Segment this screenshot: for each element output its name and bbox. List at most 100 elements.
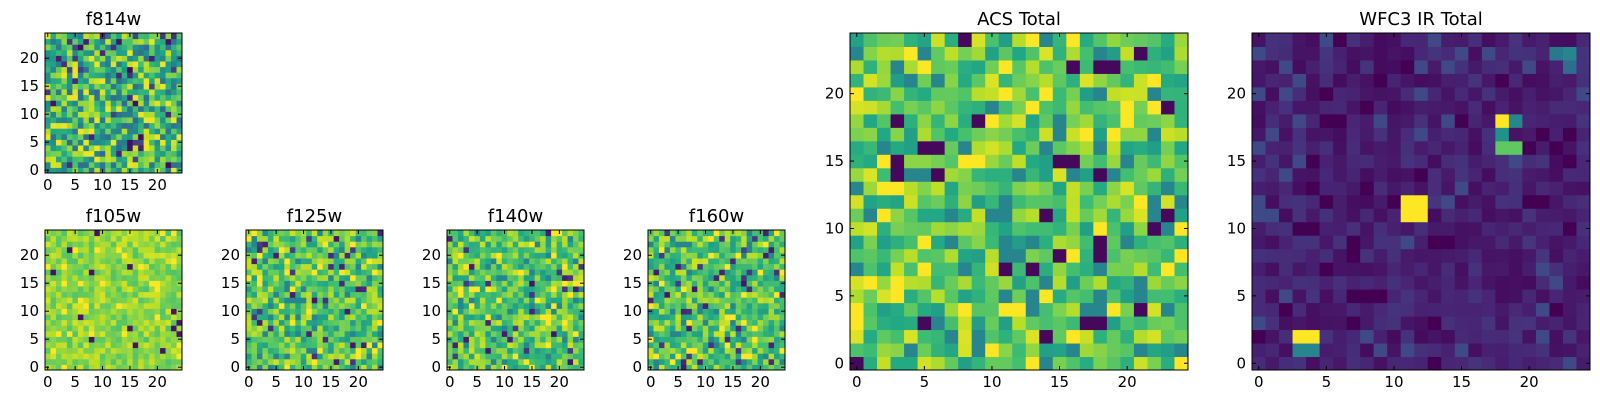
heatmap-cell xyxy=(985,248,1000,263)
heatmap-cell xyxy=(94,353,101,360)
heatmap-cell xyxy=(1120,113,1135,128)
x-tick-label: 5 xyxy=(673,373,683,391)
heatmap-cell xyxy=(267,241,274,248)
heatmap-cell xyxy=(562,308,569,315)
heatmap-cell xyxy=(77,33,84,40)
heatmap-cell xyxy=(333,308,340,315)
heatmap-cell xyxy=(1265,167,1280,182)
heatmap-cell xyxy=(278,280,285,287)
heatmap-cell xyxy=(774,252,781,259)
heatmap-cell xyxy=(83,235,90,242)
heatmap-cell xyxy=(127,117,134,124)
heatmap-cell xyxy=(88,44,95,51)
heatmap-cell xyxy=(160,105,167,112)
heatmap-cell xyxy=(55,145,62,152)
panel-title: f140w xyxy=(488,206,543,227)
heatmap-cell xyxy=(311,342,318,349)
heatmap-cell xyxy=(904,73,919,88)
heatmap-cell xyxy=(1012,343,1027,358)
heatmap-cell xyxy=(143,38,150,45)
heatmap-cell xyxy=(1387,154,1402,169)
heatmap-cell xyxy=(708,274,715,281)
heatmap-cell xyxy=(735,230,742,237)
heatmap-cell xyxy=(116,269,123,276)
heatmap-cell xyxy=(1508,262,1523,277)
heatmap-cell xyxy=(1066,46,1081,61)
heatmap-cell xyxy=(72,319,79,326)
heatmap-cell xyxy=(110,55,117,62)
heatmap-cell xyxy=(1427,100,1442,115)
heatmap-cell xyxy=(127,128,134,135)
heatmap-cell xyxy=(94,72,101,79)
heatmap-cell xyxy=(686,319,693,326)
heatmap-cell xyxy=(686,252,693,259)
heatmap-cell xyxy=(246,347,252,354)
heatmap-cell xyxy=(757,336,764,343)
heatmap-cell xyxy=(496,336,503,343)
heatmap-cell xyxy=(664,241,671,248)
heatmap-cell xyxy=(99,100,106,107)
heatmap-cell xyxy=(99,156,106,163)
heatmap-cell xyxy=(160,286,167,293)
heatmap-cell xyxy=(1160,356,1175,371)
heatmap-cell xyxy=(752,291,759,298)
heatmap-cell xyxy=(774,330,781,337)
heatmap-cell xyxy=(1265,275,1280,290)
heatmap-cell xyxy=(757,319,764,326)
heatmap-cell xyxy=(664,364,671,371)
heatmap-cell xyxy=(83,319,90,326)
heatmap-cell xyxy=(256,280,263,287)
heatmap-cell xyxy=(284,319,291,326)
heatmap-cell xyxy=(251,286,258,293)
heatmap-cell xyxy=(72,94,79,101)
heatmap-cell xyxy=(372,336,379,343)
heatmap-cell xyxy=(110,230,117,237)
heatmap-cell xyxy=(485,263,492,270)
heatmap-cell xyxy=(463,342,470,349)
heatmap-cell xyxy=(132,77,139,84)
heatmap-cell xyxy=(121,291,128,298)
heatmap-cell xyxy=(116,235,123,242)
heatmap-cell xyxy=(88,297,95,304)
heatmap-cell xyxy=(105,291,112,298)
heatmap-cell xyxy=(702,342,709,349)
heatmap-cell xyxy=(116,66,123,73)
heatmap-cell xyxy=(45,325,51,332)
heatmap-cell xyxy=(289,252,296,259)
heatmap-cell xyxy=(578,302,585,309)
heatmap-cell xyxy=(562,358,569,365)
heatmap-cell xyxy=(1066,194,1081,209)
heatmap-cell xyxy=(567,314,574,321)
heatmap-cell xyxy=(333,274,340,281)
heatmap-cell xyxy=(523,336,530,343)
heatmap-cell xyxy=(1495,33,1510,47)
heatmap-cell xyxy=(490,330,497,337)
heatmap-cell xyxy=(1106,113,1121,128)
heatmap-cell xyxy=(88,241,95,248)
heatmap-cell xyxy=(55,77,62,84)
heatmap-cell xyxy=(66,111,73,118)
heatmap-cell xyxy=(1468,46,1483,61)
heatmap-cell xyxy=(1346,140,1361,155)
heatmap-cell xyxy=(1039,248,1054,263)
heatmap-cell xyxy=(1265,208,1280,223)
heatmap-cell xyxy=(1252,86,1267,101)
heatmap-cell xyxy=(741,358,748,365)
heatmap-cell xyxy=(110,100,117,107)
heatmap-cell xyxy=(45,235,51,242)
heatmap-cell xyxy=(66,291,73,298)
heatmap-cell xyxy=(154,94,161,101)
heatmap-cell xyxy=(99,38,106,45)
heatmap-cell xyxy=(752,308,759,315)
heatmap-cell xyxy=(1373,113,1388,128)
heatmap-cell xyxy=(1052,316,1067,331)
heatmap-cell xyxy=(1106,167,1121,182)
heatmap-cell xyxy=(1414,275,1429,290)
heatmap-cell xyxy=(931,113,946,128)
heatmap-cell xyxy=(523,230,530,237)
heatmap-cell xyxy=(77,105,84,112)
heatmap-cell xyxy=(1427,329,1442,344)
heatmap-cell xyxy=(779,319,786,326)
heatmap-cell xyxy=(1576,33,1591,47)
heatmap-cell xyxy=(1387,329,1402,344)
